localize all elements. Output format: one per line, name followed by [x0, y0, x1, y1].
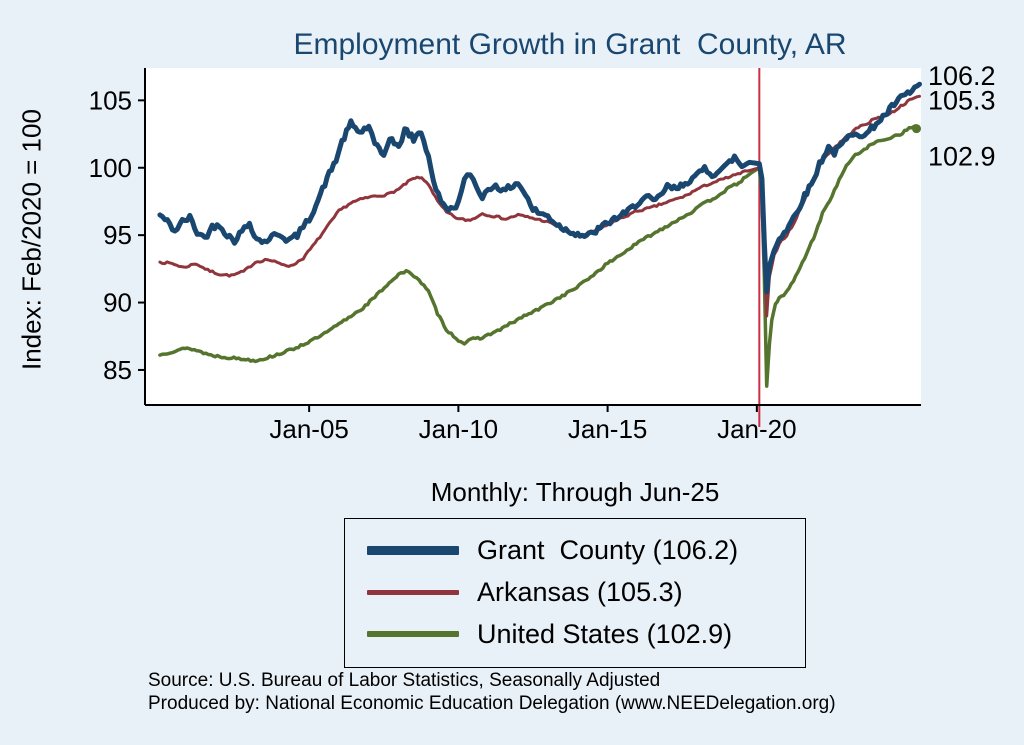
y-tick-label: 85 — [103, 355, 132, 385]
end-value-label-1: 105.3 — [928, 85, 996, 115]
plot-svg: 85 90 95 100 105 Jan-05 Jan-10 Jan-15 Jan-20 106.… — [89, 61, 996, 444]
legend: Grant County (106.2) Arkansas (105.3) Unit… — [344, 518, 806, 668]
series-line-grant-county — [157, 81, 922, 295]
source-note: Source: U.S. Bureau of Labor Statistics,… — [148, 669, 836, 715]
plot-area — [145, 68, 921, 405]
series-line-united-states — [158, 124, 917, 388]
chart-title: Employment Growth in Grant County, AR — [293, 28, 847, 61]
produced-by-line: Produced by: National Economic Education… — [148, 693, 836, 714]
x-tick-label: Jan-20 — [717, 414, 797, 444]
legend-item-2: United States (102.9) — [345, 613, 805, 655]
legend-item-0: Grant County (106.2) — [345, 529, 805, 571]
source-line: Source: U.S. Bureau of Labor Statistics,… — [148, 670, 661, 691]
x-tick-label: Jan-15 — [568, 414, 648, 444]
x-tick-label: Jan-10 — [419, 414, 499, 444]
legend-label-1: Arkansas (105.3) — [477, 576, 683, 607]
legend-line-swatch-0 — [367, 545, 459, 555]
legend-line-swatch-2 — [367, 631, 459, 637]
chart-subtitle: Monthly: Through Jun-25 — [430, 477, 720, 507]
legend-label-0: Grant County (106.2) — [477, 534, 739, 565]
y-tick-label: 100 — [89, 153, 132, 183]
y-tick-label: 105 — [89, 85, 132, 115]
series-end-marker-2 — [912, 124, 922, 134]
end-value-label-2: 102.9 — [928, 142, 996, 172]
legend-line-swatch-1 — [367, 589, 459, 595]
y-tick-label: 95 — [103, 220, 132, 250]
x-tick-label: Jan-05 — [269, 414, 349, 444]
end-value-label-0: 106.2 — [928, 61, 996, 91]
series-line-arkansas — [158, 94, 921, 318]
y-tick-label: 90 — [103, 288, 132, 318]
legend-label-2: United States (102.9) — [477, 618, 733, 649]
legend-item-1: Arkansas (105.3) — [345, 571, 805, 613]
